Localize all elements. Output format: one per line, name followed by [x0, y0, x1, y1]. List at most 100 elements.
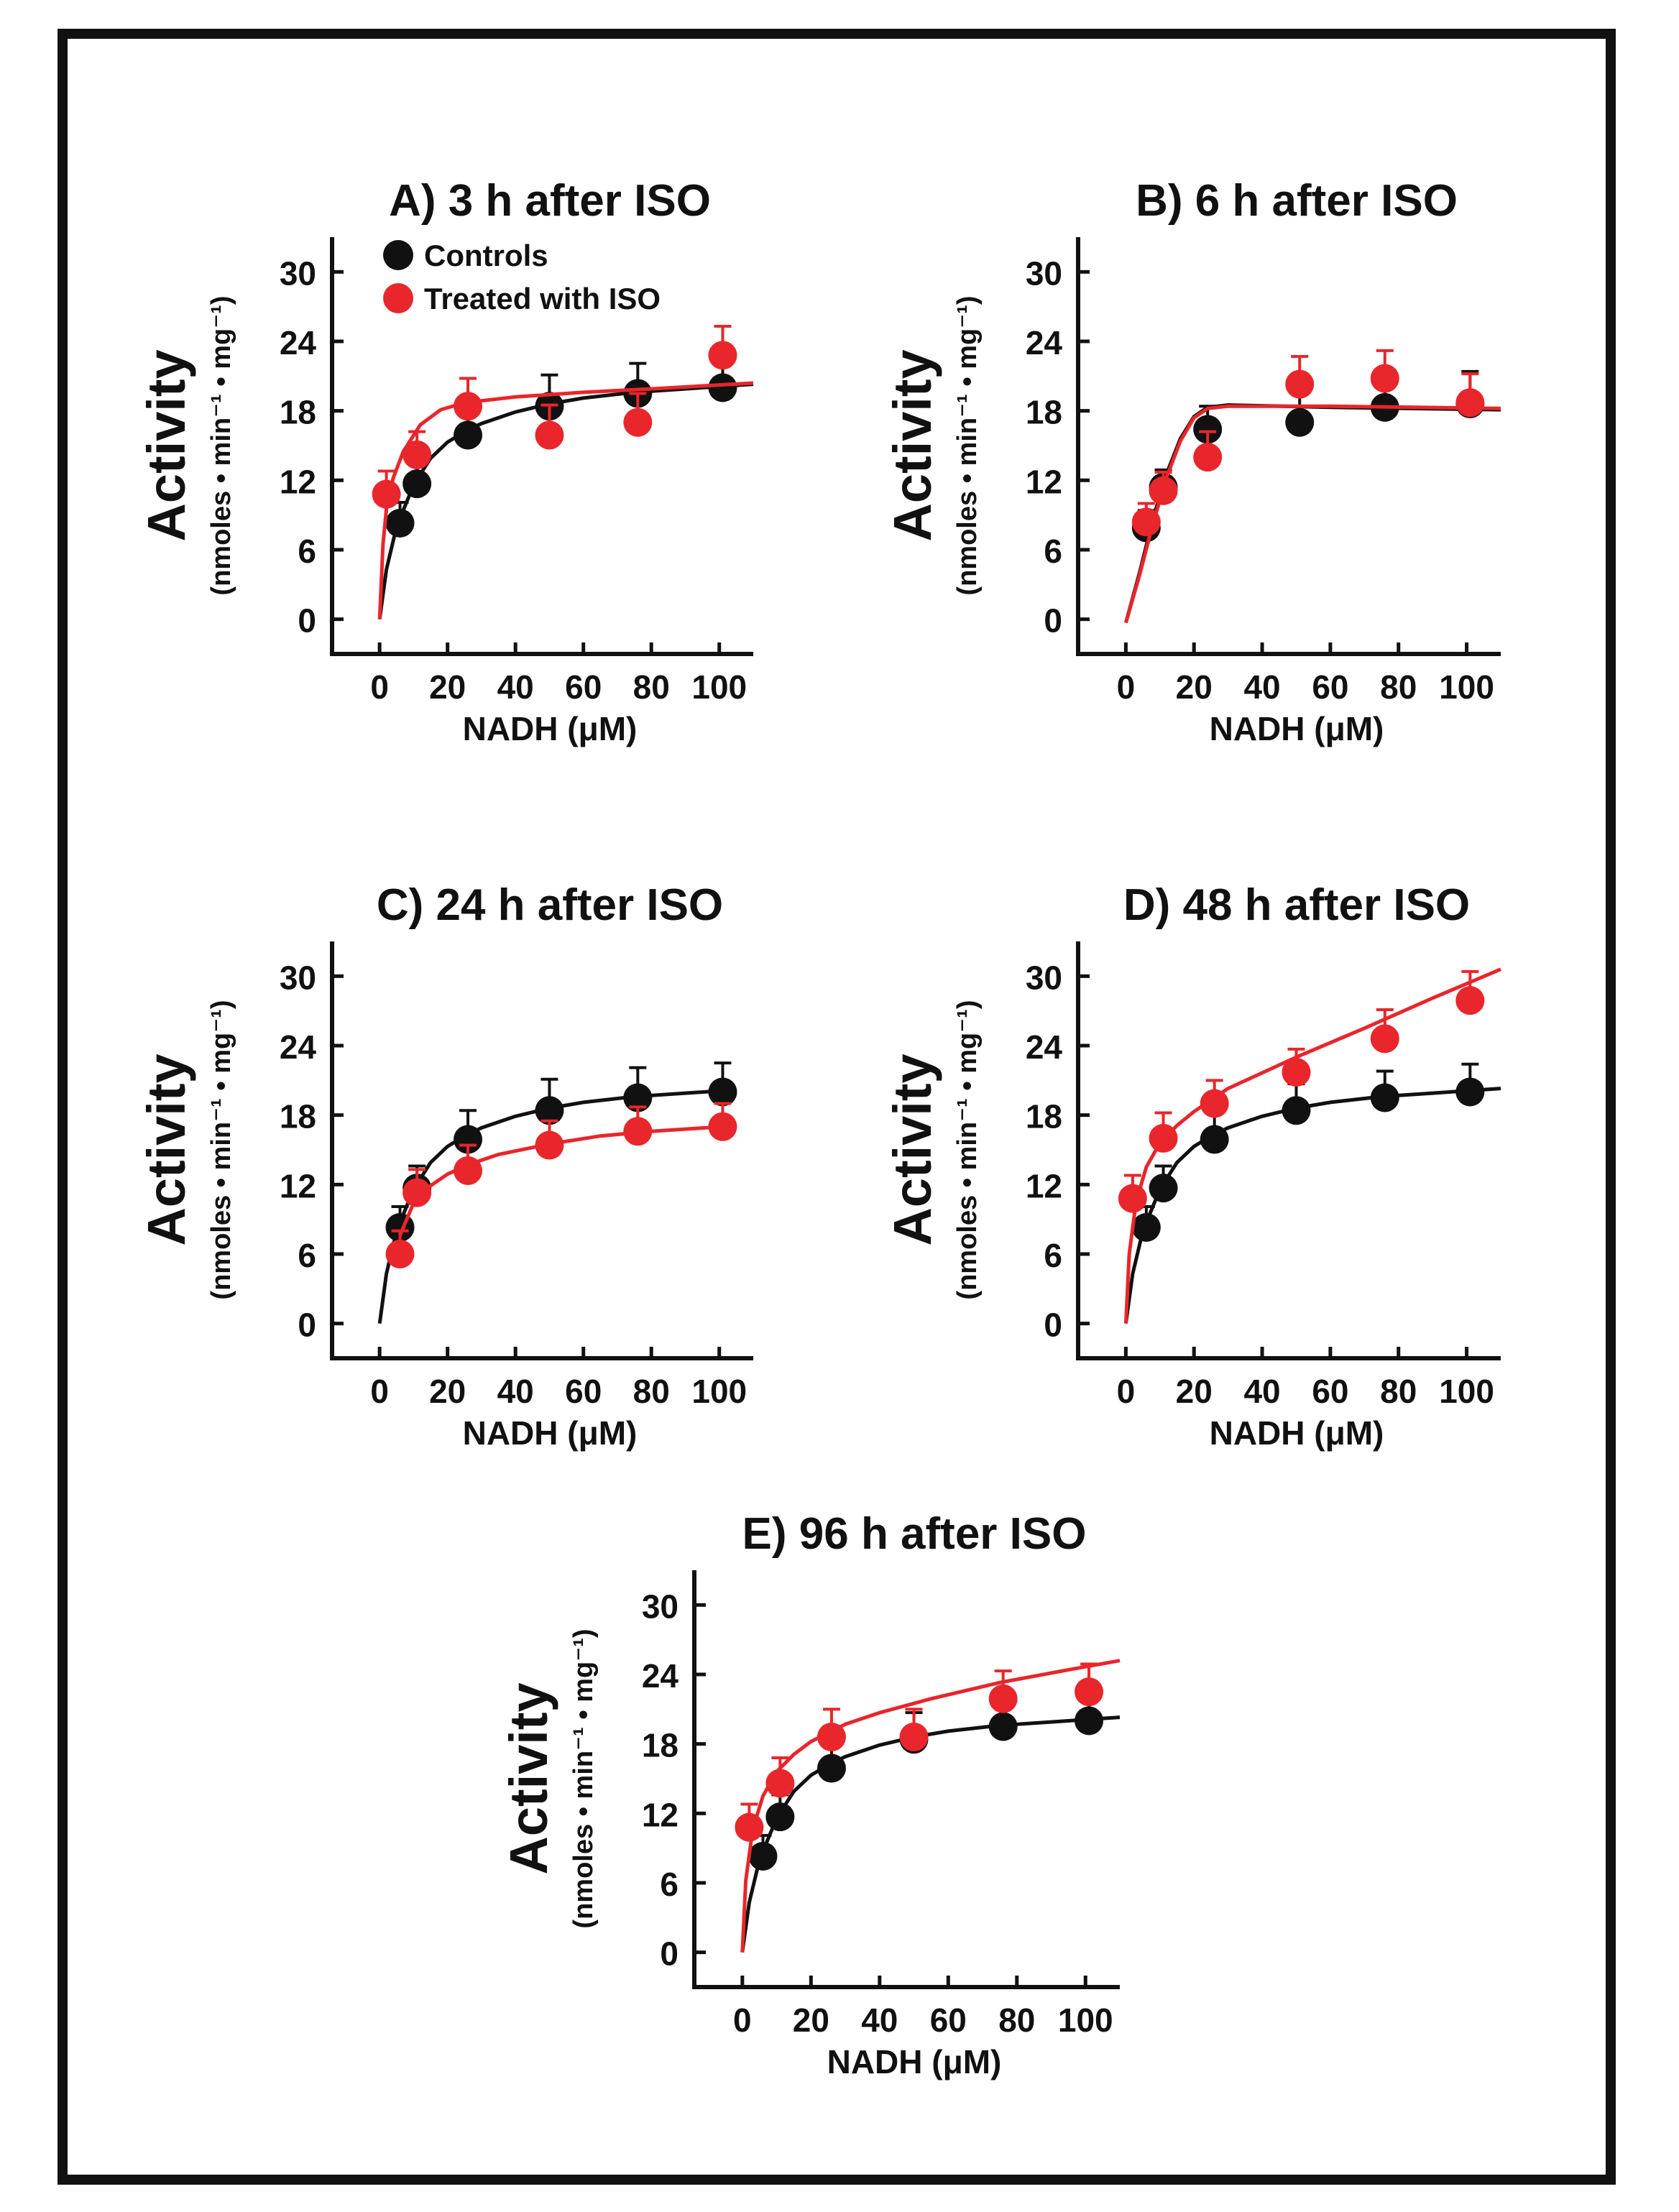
x-tick-label: 60	[930, 2001, 967, 2039]
series-treated	[735, 1659, 1121, 1953]
y-axis-label: Activity	[137, 1054, 196, 1245]
y-tick-label: 12	[1026, 463, 1062, 500]
x-tick-label: 20	[429, 1373, 466, 1410]
x-tick-label: 100	[1439, 668, 1494, 706]
series-treated	[385, 1102, 737, 1268]
y-tick-label: 30	[1026, 959, 1062, 996]
data-point	[1075, 1677, 1104, 1707]
fit-curve	[1123, 1087, 1501, 1324]
y-tick-label: 6	[1044, 533, 1062, 570]
data-point	[1118, 1184, 1147, 1213]
data-point	[372, 479, 401, 509]
panel-d: D) 48 h after ISO 0 6 12 18 24 30 0 20 40 60 80 100 N…	[883, 880, 1501, 1452]
data-point	[1149, 1174, 1178, 1203]
series-controls	[377, 1061, 737, 1324]
y-axis-units: (nmoles • min⁻¹ • mg⁻¹)	[206, 295, 236, 595]
x-tick-label: 20	[1176, 1373, 1213, 1410]
data-point	[623, 1083, 653, 1112]
data-point	[1455, 388, 1485, 418]
y-tick-label: 12	[280, 463, 316, 500]
panel-title: D) 48 h after ISO	[1123, 880, 1470, 930]
y-tick-label: 12	[1026, 1167, 1062, 1204]
panel-title: A) 3 h after ISO	[389, 176, 711, 226]
y-tick-label: 30	[642, 1587, 678, 1625]
fit-curve	[1123, 967, 1501, 1324]
data-point	[1149, 476, 1178, 505]
x-tick-label: 100	[691, 1373, 747, 1410]
y-axis-label: Activity	[499, 1682, 558, 1874]
y-tick-label: 30	[280, 254, 316, 292]
data-point	[1282, 1058, 1311, 1087]
x-tick-label: 80	[998, 2001, 1035, 2039]
data-point	[708, 1077, 737, 1107]
y-tick-label: 24	[280, 324, 317, 361]
y-tick-label: 30	[1026, 254, 1062, 292]
data-point	[402, 1178, 432, 1207]
y-axis-label: Activity	[883, 1054, 942, 1245]
data-point	[1149, 1123, 1178, 1153]
data-point	[735, 1812, 764, 1842]
data-point	[708, 341, 737, 370]
x-tick-label: 0	[733, 2001, 752, 2039]
fit-curve	[377, 381, 754, 619]
panel-title: C) 24 h after ISO	[377, 880, 723, 930]
x-tick-label: 100	[1439, 1373, 1494, 1410]
data-point	[1131, 1212, 1161, 1242]
x-tick-label: 40	[1243, 1373, 1280, 1410]
x-axis-label: NADH (μM)	[463, 1414, 638, 1452]
data-point	[1282, 1096, 1311, 1125]
x-tick-label: 80	[1380, 1373, 1417, 1410]
y-tick-label: 12	[280, 1167, 316, 1204]
panel-b: B) 6 h after ISO 0 6 12 18 24 30 0 20 40 60 80 100 NA…	[883, 176, 1501, 747]
y-tick-label: 18	[642, 1727, 678, 1764]
data-point	[1370, 1024, 1399, 1054]
series-controls	[377, 357, 754, 620]
x-tick-label: 60	[565, 1373, 602, 1410]
y-axis-label: Activity	[137, 349, 196, 541]
y-tick-label: 18	[1026, 394, 1062, 431]
y-axis-units: (nmoles • min⁻¹ • mg⁻¹)	[952, 1000, 983, 1299]
y-tick-label: 24	[280, 1028, 317, 1066]
y-tick-label: 24	[1026, 1028, 1063, 1066]
x-axis-label: NADH (μM)	[1210, 1414, 1384, 1452]
y-tick-label: 18	[280, 1098, 316, 1135]
x-tick-label: 0	[370, 668, 389, 706]
x-tick-label: 80	[633, 668, 670, 706]
panel-title: B) 6 h after ISO	[1136, 176, 1458, 226]
data-point	[1193, 443, 1223, 472]
x-axis-label: NADH (μM)	[827, 2043, 1002, 2080]
fit-curve	[377, 1089, 723, 1324]
fit-curve	[377, 382, 754, 620]
series-treated	[1123, 349, 1501, 624]
y-tick-label: 0	[298, 1307, 316, 1344]
panel-e: E) 96 h after ISO 0 6 12 18 24 30 0 20 40 60 80 100 N…	[499, 1509, 1121, 2080]
y-axis-units: (nmoles • min⁻¹ • mg⁻¹)	[952, 295, 983, 595]
data-point	[1370, 364, 1399, 393]
y-tick-label: 0	[660, 1935, 678, 1973]
legend-label-controls: Controls	[424, 239, 548, 272]
y-tick-label: 6	[660, 1866, 678, 1903]
fit-curve	[1123, 404, 1501, 624]
panel-title: E) 96 h after ISO	[742, 1509, 1087, 1559]
y-tick-label: 18	[280, 394, 316, 431]
x-tick-label: 40	[861, 2001, 898, 2039]
x-tick-label: 0	[1117, 668, 1136, 706]
x-axis-label: NADH (μM)	[1210, 710, 1384, 747]
y-tick-label: 24	[642, 1657, 679, 1695]
y-tick-label: 0	[298, 602, 316, 640]
data-point	[708, 373, 737, 402]
y-axis-units: (nmoles • min⁻¹ • mg⁻¹)	[569, 1628, 599, 1928]
data-point	[1200, 1125, 1229, 1154]
x-tick-label: 0	[1117, 1373, 1136, 1410]
data-point	[623, 1117, 653, 1146]
x-tick-label: 40	[497, 1373, 534, 1410]
x-tick-label: 40	[1243, 668, 1280, 706]
y-tick-label: 30	[280, 959, 316, 996]
figure-frame	[58, 29, 1616, 2185]
x-tick-label: 60	[1312, 1373, 1348, 1410]
legend-marker-controls	[383, 240, 413, 270]
series-treated	[1118, 967, 1501, 1324]
data-point	[623, 407, 653, 437]
data-point	[765, 1802, 795, 1832]
